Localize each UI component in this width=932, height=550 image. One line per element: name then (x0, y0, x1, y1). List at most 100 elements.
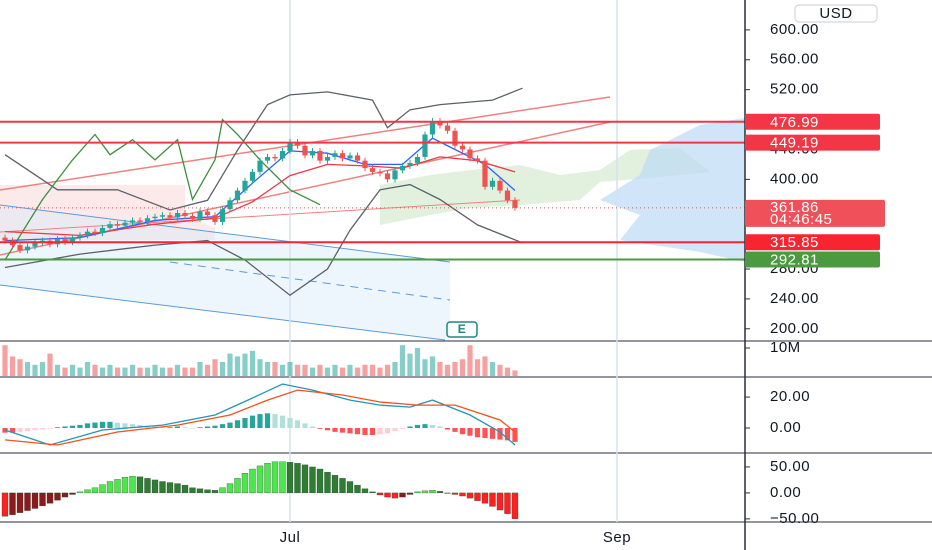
candle-body (62, 239, 68, 243)
momentum-bar (451, 492, 459, 495)
y-tick-label: 10M (770, 339, 801, 356)
candle-body (407, 162, 413, 166)
candle-body (459, 145, 466, 150)
momentum-bar (249, 468, 256, 494)
volume-bar (369, 364, 376, 376)
volume-bar (92, 364, 98, 376)
earnings-badge[interactable] (446, 321, 478, 338)
momentum-bar (429, 490, 436, 494)
macd-bar (474, 428, 481, 438)
price-label: 315.85 (770, 234, 819, 251)
momentum-bar (189, 487, 196, 494)
volume-bar (497, 364, 503, 376)
candle-body (144, 218, 151, 222)
cloud (380, 148, 710, 225)
macd-bar (197, 427, 203, 429)
macd-bar (317, 428, 323, 429)
momentum-bar (39, 492, 46, 507)
candle-body (159, 215, 166, 217)
momentum-bar (301, 464, 309, 494)
macd-bar (302, 423, 308, 429)
candle-body (474, 158, 481, 161)
macd-bar (39, 428, 46, 430)
volume-bar (144, 367, 151, 376)
volume-bar (32, 364, 38, 376)
macd-bar (362, 428, 368, 435)
macd-bar (452, 428, 458, 432)
macd-bar (422, 424, 428, 429)
price-label-box (745, 113, 880, 130)
momentum-bar (414, 491, 421, 494)
candle-body (392, 170, 398, 180)
volume-bar (189, 367, 196, 376)
momentum-bar (24, 492, 31, 511)
volume-bar (77, 367, 83, 376)
macd-bar (212, 425, 218, 429)
macd-bar (167, 427, 173, 429)
momentum-bar (61, 492, 69, 498)
momentum-bar (69, 492, 76, 495)
volume-bar (249, 350, 256, 376)
volume-bar (339, 367, 346, 376)
volume-bar (137, 367, 143, 376)
macd-bar (32, 428, 38, 431)
volume-bar (459, 359, 466, 376)
macd-bar (122, 423, 128, 429)
momentum-bar (166, 482, 174, 494)
macd-bar (407, 426, 413, 429)
momentum-bar (91, 487, 99, 494)
macd-bar (189, 428, 196, 429)
momentum-bar (159, 481, 166, 494)
momentum-bar (31, 492, 39, 509)
candle-body (347, 155, 353, 159)
momentum-bar (181, 484, 189, 494)
price-label-box (745, 234, 880, 251)
candle-body (107, 224, 113, 228)
volume-bar (99, 367, 106, 376)
volume-bar (242, 353, 248, 376)
candle-body (189, 215, 196, 219)
candle-body (77, 235, 83, 238)
momentum-bar (76, 491, 84, 494)
volume-bar (309, 367, 316, 376)
candle-body (69, 237, 76, 243)
volume-bar (504, 367, 511, 376)
momentum-bar (361, 488, 369, 494)
candle-body (414, 156, 421, 163)
volume-bar (152, 364, 158, 376)
macd-bar (69, 425, 76, 429)
volume-bar (197, 361, 203, 376)
momentum-bar (346, 481, 354, 494)
macd-bar (429, 424, 436, 429)
momentum-bar (279, 461, 286, 494)
momentum-bar (174, 483, 181, 494)
momentum-bar (444, 492, 451, 494)
macd-bar (129, 424, 136, 429)
macd-bar (384, 428, 391, 434)
candle-body (24, 246, 31, 251)
candle-body (369, 168, 376, 172)
candle-body (429, 121, 436, 135)
momentum-bar (309, 466, 316, 494)
currency-box[interactable] (794, 4, 878, 23)
price-label-box (745, 251, 880, 268)
momentum-bar (1, 492, 9, 517)
y-tick-label: 200.00 (770, 320, 819, 337)
candle-body (489, 180, 496, 187)
volume-bar (324, 367, 331, 376)
candle-body (234, 190, 241, 201)
macd-bar (459, 428, 466, 435)
price-label: 449.19 (770, 135, 819, 152)
y-tick-label: 400.00 (770, 170, 819, 187)
momentum-bar (294, 463, 301, 494)
momentum-bar (264, 463, 271, 494)
volume-bar (294, 364, 301, 376)
candle-body (362, 160, 368, 169)
momentum-bar (331, 475, 339, 494)
macd-bar (339, 428, 346, 433)
momentum-bar (489, 492, 496, 507)
volume-bar (429, 356, 436, 376)
price-label: 292.81 (770, 251, 819, 268)
